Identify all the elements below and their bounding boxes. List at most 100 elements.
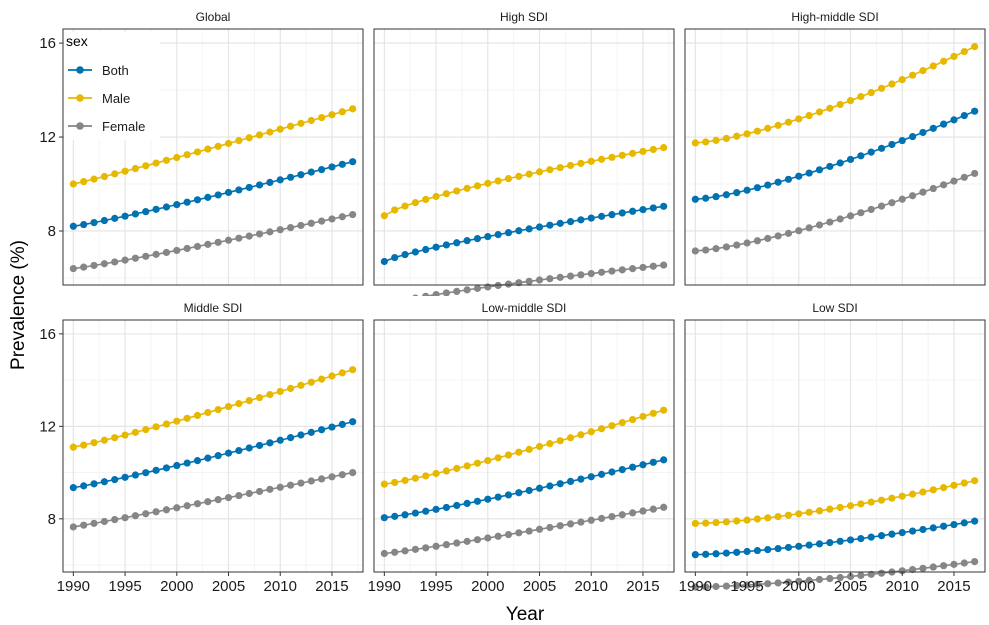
data-point	[795, 227, 803, 235]
data-point	[432, 192, 440, 201]
data-point	[121, 256, 129, 264]
data-point	[235, 137, 243, 145]
series-female-global	[69, 210, 357, 273]
data-point	[535, 525, 544, 533]
data-point	[971, 477, 979, 485]
data-point	[494, 177, 502, 185]
data-point	[422, 507, 430, 515]
legend-title: sex	[66, 33, 88, 49]
data-point	[214, 142, 222, 150]
data-point	[639, 461, 647, 469]
data-point	[764, 124, 772, 132]
data-point	[245, 134, 253, 142]
data-point	[80, 263, 88, 271]
series-line-male	[383, 146, 664, 217]
strip-middle-sdi	[63, 296, 363, 320]
series-male-high-middle-sdi	[691, 43, 979, 147]
data-point	[826, 162, 834, 171]
strip-low-sdi	[685, 296, 985, 320]
data-point	[453, 287, 461, 295]
data-point	[618, 466, 626, 474]
series-line-both	[695, 520, 975, 556]
data-point	[69, 443, 77, 451]
data-point	[888, 494, 896, 502]
series-line-both	[73, 160, 353, 228]
data-point	[795, 172, 803, 180]
x-tick-label: 2005	[834, 578, 867, 595]
data-point	[349, 158, 357, 166]
x-tick-label: 2015	[626, 578, 659, 595]
data-point	[566, 161, 575, 170]
data-point	[660, 503, 668, 511]
series-female-low-sdi	[691, 558, 979, 591]
data-point	[504, 530, 513, 539]
data-point	[712, 582, 720, 591]
data-point	[597, 425, 606, 433]
data-point	[142, 208, 150, 216]
legend-key-point	[76, 122, 84, 130]
data-point	[784, 511, 793, 519]
data-point	[422, 195, 430, 204]
data-point	[255, 487, 264, 496]
data-point	[152, 205, 160, 213]
data-point	[80, 521, 88, 529]
x-tick-label: 2000	[782, 578, 815, 595]
data-point	[484, 456, 492, 465]
data-point	[691, 247, 699, 255]
data-point	[649, 145, 657, 154]
data-point	[307, 378, 315, 386]
data-point	[266, 439, 274, 447]
data-point	[90, 175, 98, 183]
series-both-low-middle-sdi	[380, 456, 668, 522]
data-point	[328, 473, 336, 481]
data-point	[224, 139, 233, 148]
data-point	[245, 444, 253, 452]
data-point	[100, 478, 108, 486]
data-point	[566, 218, 575, 226]
data-point	[950, 177, 958, 185]
data-point	[90, 480, 98, 488]
axes-layer: 8 12 16 1990 1995 2000 2005 2010 2015 8 12 16 1990 19…	[39, 35, 970, 595]
data-point	[556, 219, 564, 227]
data-point	[328, 111, 336, 119]
data-point	[608, 153, 616, 161]
data-point	[815, 575, 824, 584]
data-point	[629, 415, 637, 424]
data-point	[919, 488, 927, 496]
data-point	[411, 545, 419, 553]
data-point	[649, 505, 657, 513]
x-tick-label: 1995	[419, 578, 452, 595]
series-female-low-middle-sdi	[380, 503, 668, 558]
data-point	[391, 478, 399, 487]
data-point	[349, 418, 357, 426]
data-point	[691, 195, 699, 203]
data-point	[411, 509, 419, 517]
data-point	[100, 260, 108, 268]
data-point	[712, 518, 720, 527]
data-point	[546, 221, 554, 229]
data-point	[639, 507, 647, 515]
data-point	[338, 160, 346, 168]
data-point	[618, 209, 626, 217]
panel-middle-sdi: Middle SDI	[62, 296, 364, 573]
data-point	[286, 434, 295, 442]
data-point	[297, 479, 305, 487]
data-point	[888, 199, 896, 207]
data-point	[349, 468, 357, 477]
data-point	[391, 512, 399, 520]
data-point	[173, 201, 181, 209]
data-point	[784, 118, 793, 126]
data-point	[908, 71, 917, 79]
data-point	[173, 153, 181, 162]
data-point	[255, 441, 264, 450]
data-point	[702, 194, 710, 202]
data-point	[80, 220, 88, 229]
data-point	[587, 269, 595, 278]
data-point	[846, 155, 855, 164]
data-point	[494, 493, 502, 501]
panel-title-middle-sdi: Middle SDI	[184, 301, 243, 315]
data-point	[69, 180, 77, 188]
panel-border-low-middle-sdi	[373, 319, 675, 573]
data-point	[660, 144, 668, 152]
data-point	[442, 541, 451, 549]
